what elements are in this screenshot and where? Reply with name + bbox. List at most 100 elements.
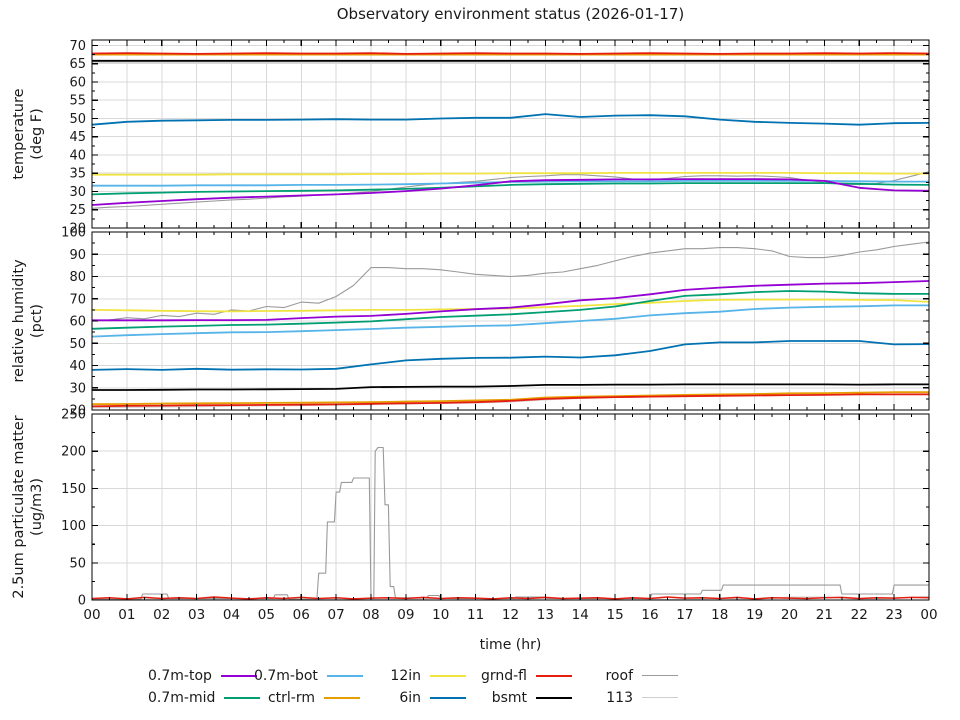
legend-line-swatch bbox=[536, 674, 572, 677]
y-tick-label: 0 bbox=[78, 594, 86, 609]
legend-line-swatch bbox=[220, 674, 257, 677]
x-tick-label: 09 bbox=[397, 607, 414, 623]
y-tick-label: 150 bbox=[61, 482, 86, 497]
legend-item-0.7m-bot: 0.7m-bot bbox=[254, 666, 363, 685]
x-tick-label: 01 bbox=[118, 607, 135, 623]
y-axis-label: 2.5um particulate matter bbox=[11, 415, 27, 598]
x-tick-label: 12 bbox=[502, 607, 519, 623]
x-tick-label: 11 bbox=[467, 607, 484, 623]
legend-label: 0.7m-mid bbox=[148, 689, 216, 706]
series-0.7m-bot bbox=[91, 304, 929, 338]
series-roof bbox=[91, 241, 930, 322]
y-tick-label: 250 bbox=[61, 408, 86, 423]
x-tick-label: 08 bbox=[362, 607, 379, 623]
series-roof bbox=[92, 446, 929, 600]
y-axis-label: temperature bbox=[11, 88, 27, 179]
x-tick-label: 21 bbox=[816, 607, 833, 623]
y-tick-label: 30 bbox=[69, 185, 86, 200]
legend-item-6in: 6in bbox=[360, 688, 466, 707]
y-tick-label: 65 bbox=[69, 57, 86, 72]
x-tick-label: 00 bbox=[920, 607, 937, 623]
x-tick-label: 00 bbox=[83, 607, 100, 623]
series-0.7m-mid bbox=[91, 182, 930, 196]
legend-line-swatch bbox=[430, 696, 466, 699]
legend-label: grnd-fl bbox=[480, 667, 527, 684]
x-tick-label: 20 bbox=[781, 607, 798, 623]
x-tick-label: 15 bbox=[607, 607, 624, 623]
y-axis-label-units: (ug/m3) bbox=[29, 478, 45, 536]
series-0.7m-mid bbox=[91, 290, 929, 330]
legend-item-grnd-fl: grnd-fl bbox=[466, 666, 572, 685]
y-tick-label: 100 bbox=[61, 519, 86, 534]
y-tick-label: 50 bbox=[69, 556, 86, 571]
x-tick-label: 03 bbox=[188, 607, 205, 623]
x-tick-label: 02 bbox=[153, 607, 170, 623]
legend-label: 113 bbox=[606, 689, 633, 706]
y-tick-label: 90 bbox=[69, 248, 86, 263]
legend-line-swatch bbox=[536, 696, 572, 699]
x-tick-label: 22 bbox=[851, 607, 868, 623]
y-tick-label: 20 bbox=[69, 404, 86, 419]
legend-label: 12in bbox=[390, 667, 421, 684]
y-tick-label: 100 bbox=[61, 226, 86, 241]
legend-line-swatch bbox=[430, 674, 466, 677]
y-tick-label: 25 bbox=[69, 203, 86, 218]
legend-line-swatch bbox=[642, 675, 678, 676]
series-roof bbox=[91, 171, 930, 209]
legend-line-swatch bbox=[224, 696, 261, 699]
legend-line-swatch bbox=[324, 696, 360, 699]
y-tick-label: 40 bbox=[69, 359, 86, 374]
y-axis-label-units: (pct) bbox=[29, 304, 45, 338]
y-tick-label: 30 bbox=[69, 381, 86, 396]
y-axis-label: relative humidity bbox=[11, 259, 27, 383]
x-tick-label: 16 bbox=[641, 607, 658, 623]
series-12in bbox=[92, 171, 929, 176]
legend-item-ctrl-rm: ctrl-rm bbox=[254, 688, 360, 707]
legend-item-roof: roof bbox=[572, 666, 678, 685]
legend-label: bsmt bbox=[491, 689, 527, 706]
x-tick-label: 05 bbox=[258, 607, 275, 623]
series-grnd-fl bbox=[91, 52, 930, 55]
x-tick-label: 04 bbox=[223, 607, 240, 623]
y-tick-label: 50 bbox=[69, 337, 86, 352]
legend: 0.7m-top 0.7m-bot 12in grnd-fl roof 0.7m-mid c… bbox=[148, 666, 678, 707]
y-tick-label: 20 bbox=[69, 222, 86, 237]
series-6in bbox=[91, 113, 930, 126]
series-ctrl-rm bbox=[91, 391, 929, 406]
x-tick-label: 13 bbox=[537, 607, 554, 623]
series-0.7m-top bbox=[91, 178, 930, 206]
y-tick-label: 60 bbox=[69, 315, 86, 330]
y-tick-label: 40 bbox=[69, 148, 86, 163]
legend-label: ctrl-rm bbox=[267, 689, 315, 706]
legend-item-0.7m-mid: 0.7m-mid bbox=[148, 688, 261, 707]
series-bsmt bbox=[92, 383, 929, 391]
x-tick-label: 19 bbox=[746, 607, 763, 623]
x-tick-label: 17 bbox=[676, 607, 693, 623]
temperature-panel: 20 25 30 35 40 45 50 55 60 65 70 temperature (deg F) bbox=[11, 39, 930, 237]
x-tick-label: 06 bbox=[293, 607, 310, 623]
y-tick-label: 50 bbox=[69, 112, 86, 127]
y-tick-label: 45 bbox=[69, 130, 86, 145]
chart-title: Observatory environment status (2026-01-… bbox=[336, 5, 685, 23]
series-6in bbox=[91, 340, 930, 371]
y-tick-label: 70 bbox=[69, 39, 86, 54]
x-tick-label: 07 bbox=[328, 607, 345, 623]
y-tick-label: 70 bbox=[69, 292, 86, 307]
legend-item-113: 113 bbox=[572, 688, 678, 707]
y-tick-label: 80 bbox=[69, 270, 86, 285]
y-tick-label: 200 bbox=[61, 445, 86, 460]
x-axis-label: time (hr) bbox=[479, 637, 542, 653]
legend-label: 0.7m-bot bbox=[254, 667, 318, 684]
y-axis-label-units: (deg F) bbox=[29, 108, 45, 160]
relative-humidity-panel: 20 30 40 50 60 70 80 90 100 relative humidity (pct… bbox=[11, 226, 930, 419]
legend-line-swatch bbox=[326, 674, 363, 677]
legend-line-swatch bbox=[642, 697, 678, 698]
x-tick-label: 10 bbox=[432, 607, 449, 623]
series-0.7m-top bbox=[92, 280, 930, 322]
legend-label: 6in bbox=[399, 689, 421, 706]
y-tick-label: 35 bbox=[69, 167, 86, 182]
legend-label: 0.7m-top bbox=[148, 667, 212, 684]
legend-item-bsmt: bsmt bbox=[466, 688, 572, 707]
